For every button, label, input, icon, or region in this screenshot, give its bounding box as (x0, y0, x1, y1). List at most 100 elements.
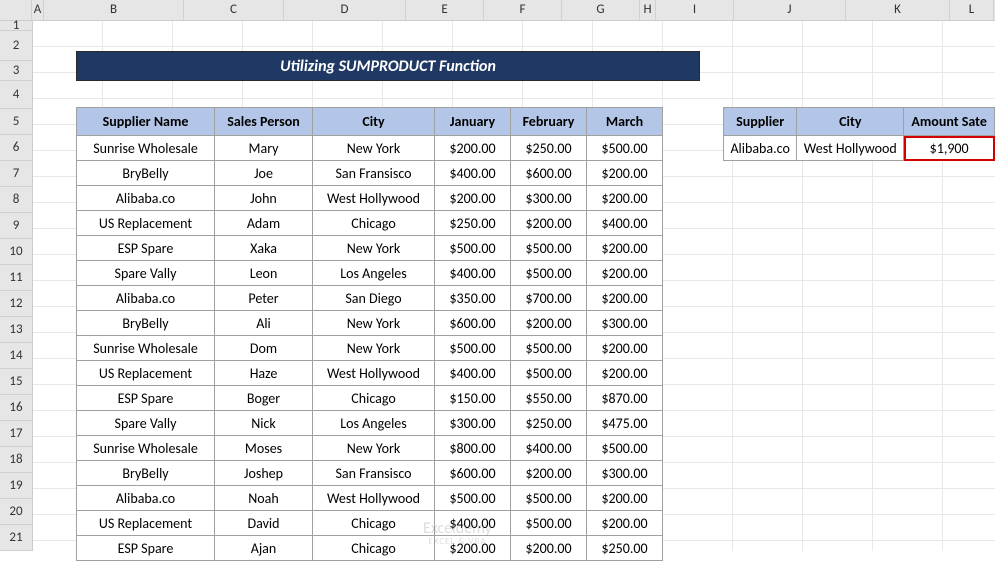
cell[interactable]: $400.00 (435, 361, 511, 386)
main-col-header[interactable]: January (435, 108, 511, 136)
cell[interactable]: Alibaba.co (724, 136, 797, 161)
cell[interactable]: Xaka (215, 236, 313, 261)
cell[interactable]: Moses (215, 436, 313, 461)
row-header-11[interactable]: 11 (0, 265, 32, 291)
cell[interactable]: New York (313, 311, 435, 336)
main-col-header[interactable]: Supplier Name (77, 108, 215, 136)
cell[interactable]: $500.00 (511, 511, 587, 536)
cell[interactable]: ESP Spare (77, 386, 215, 411)
cell[interactable]: $600.00 (435, 311, 511, 336)
row-header-18[interactable]: 18 (0, 447, 32, 473)
cell[interactable]: New York (313, 136, 435, 161)
cell[interactable]: $500.00 (511, 236, 587, 261)
cell[interactable]: Chicago (313, 211, 435, 236)
cell[interactable]: West Hollywood (313, 186, 435, 211)
cell[interactable]: BryBelly (77, 161, 215, 186)
row-header-8[interactable]: 8 (0, 187, 32, 213)
cell[interactable]: $200.00 (587, 236, 663, 261)
col-header-E[interactable]: E (406, 0, 484, 20)
row-header-7[interactable]: 7 (0, 161, 32, 187)
cell[interactable]: Leon (215, 261, 313, 286)
cell[interactable]: US Replacement (77, 361, 215, 386)
cell[interactable]: $150.00 (435, 386, 511, 411)
cell[interactable]: West Hollywood (313, 361, 435, 386)
cell[interactable]: $300.00 (587, 461, 663, 486)
cell[interactable]: $400.00 (435, 161, 511, 186)
cell[interactable]: $500.00 (511, 336, 587, 361)
cell[interactable]: BryBelly (77, 461, 215, 486)
row-header-9[interactable]: 9 (0, 213, 32, 239)
cell[interactable]: $600.00 (435, 461, 511, 486)
cell[interactable]: $200.00 (511, 211, 587, 236)
cell[interactable]: $250.00 (587, 536, 663, 561)
cell[interactable]: Peter (215, 286, 313, 311)
cell[interactable]: $200.00 (587, 161, 663, 186)
cell[interactable]: $200.00 (511, 536, 587, 561)
col-header-K[interactable]: K (846, 0, 950, 20)
cell[interactable]: $500.00 (511, 361, 587, 386)
row-header-21[interactable]: 21 (0, 525, 32, 551)
cell[interactable]: $300.00 (435, 411, 511, 436)
cell[interactable]: BryBelly (77, 311, 215, 336)
row-header-4[interactable]: 4 (0, 81, 32, 109)
cell[interactable]: $200.00 (435, 536, 511, 561)
cell[interactable]: Joshep (215, 461, 313, 486)
cell[interactable]: $200.00 (511, 311, 587, 336)
cell[interactable]: Nick (215, 411, 313, 436)
cell[interactable]: San Fransisco (313, 161, 435, 186)
main-col-header[interactable]: Sales Person (215, 108, 313, 136)
cell[interactable]: $300.00 (587, 311, 663, 336)
cell[interactable]: Ajan (215, 536, 313, 561)
cell[interactable]: $200.00 (587, 186, 663, 211)
cell[interactable]: ESP Spare (77, 236, 215, 261)
cell[interactable]: West Hollywood (313, 486, 435, 511)
cell[interactable]: $200.00 (435, 136, 511, 161)
side-col-header[interactable]: Supplier (724, 108, 797, 136)
cell[interactable]: $400.00 (587, 211, 663, 236)
row-header-6[interactable]: 6 (0, 135, 32, 161)
cell[interactable]: US Replacement (77, 511, 215, 536)
cell[interactable]: Dom (215, 336, 313, 361)
cell[interactable]: West Hollywood (797, 136, 904, 161)
col-header-H[interactable]: H (640, 0, 656, 20)
cell[interactable]: $400.00 (435, 261, 511, 286)
cell[interactable]: $250.00 (511, 136, 587, 161)
cell[interactable]: Spare Vally (77, 261, 215, 286)
cell[interactable]: $200.00 (587, 486, 663, 511)
cell[interactable]: $475.00 (587, 411, 663, 436)
col-header-B[interactable]: B (44, 0, 184, 20)
row-header-17[interactable]: 17 (0, 421, 32, 447)
cell[interactable]: $350.00 (435, 286, 511, 311)
cell[interactable]: Spare Vally (77, 411, 215, 436)
cell[interactable]: John (215, 186, 313, 211)
cell[interactable]: $200.00 (511, 461, 587, 486)
row-header-13[interactable]: 13 (0, 317, 32, 343)
cell[interactable]: $700.00 (511, 286, 587, 311)
row-header-15[interactable]: 15 (0, 369, 32, 395)
cell[interactable]: San Fransisco (313, 461, 435, 486)
col-header-G[interactable]: G (562, 0, 640, 20)
cell[interactable]: Chicago (313, 386, 435, 411)
row-header-12[interactable]: 12 (0, 291, 32, 317)
cell[interactable]: Sunrise Wholesale (77, 436, 215, 461)
cell[interactable]: $200.00 (435, 186, 511, 211)
cell[interactable]: $550.00 (511, 386, 587, 411)
cell[interactable]: Adam (215, 211, 313, 236)
cell[interactable]: New York (313, 436, 435, 461)
cell[interactable]: $500.00 (511, 261, 587, 286)
cell[interactable]: $500.00 (435, 236, 511, 261)
col-header-C[interactable]: C (184, 0, 284, 20)
col-header-F[interactable]: F (484, 0, 562, 20)
cell[interactable]: Mary (215, 136, 313, 161)
cell[interactable]: US Replacement (77, 211, 215, 236)
cell[interactable]: Alibaba.co (77, 186, 215, 211)
cell[interactable]: Joe (215, 161, 313, 186)
main-col-header[interactable]: March (587, 108, 663, 136)
cell[interactable]: Ali (215, 311, 313, 336)
cell[interactable]: $500.00 (587, 136, 663, 161)
row-header-20[interactable]: 20 (0, 499, 32, 525)
cell[interactable]: $200.00 (587, 511, 663, 536)
cell[interactable]: New York (313, 236, 435, 261)
cell[interactable]: $200.00 (587, 261, 663, 286)
cell[interactable]: $500.00 (435, 336, 511, 361)
